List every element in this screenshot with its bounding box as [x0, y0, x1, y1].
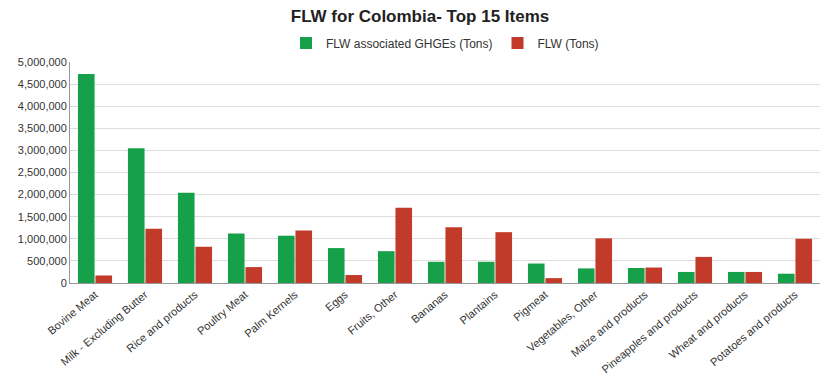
svg-text:4,000,000: 4,000,000 — [18, 100, 67, 112]
svg-text:Eggs: Eggs — [323, 288, 350, 314]
svg-text:2,500,000: 2,500,000 — [18, 166, 67, 178]
svg-text:Wheat and products: Wheat and products — [667, 288, 751, 361]
svg-text:Maize and products: Maize and products — [569, 288, 651, 359]
svg-text:5,000,000: 5,000,000 — [18, 56, 67, 68]
svg-text:FLW associated GHGEs (Tons): FLW associated GHGEs (Tons) — [326, 37, 493, 51]
svg-text:Poultry Meat: Poultry Meat — [195, 288, 250, 337]
svg-text:500,000: 500,000 — [27, 255, 67, 267]
svg-text:Plantains: Plantains — [457, 288, 500, 327]
svg-text:FLW (Tons): FLW (Tons) — [538, 37, 599, 51]
svg-text:Milk - Excluding Butter: Milk - Excluding Butter — [58, 288, 150, 368]
svg-text:Vegetables, Other: Vegetables, Other — [525, 288, 600, 354]
svg-text:Potatoes and products: Potatoes and products — [708, 288, 800, 368]
svg-text:Fruits, Other: Fruits, Other — [345, 288, 400, 337]
svg-text:Bovine Meat: Bovine Meat — [45, 288, 100, 337]
svg-text:4,500,000: 4,500,000 — [18, 78, 67, 90]
svg-text:Pigmeat: Pigmeat — [511, 288, 550, 323]
svg-text:Pineapples and products: Pineapples and products — [599, 288, 700, 375]
svg-text:1,500,000: 1,500,000 — [18, 211, 67, 223]
svg-text:0: 0 — [61, 277, 67, 289]
svg-text:Bananas: Bananas — [409, 288, 450, 325]
svg-text:Rice and products: Rice and products — [124, 288, 200, 355]
svg-text:2,000,000: 2,000,000 — [18, 188, 67, 200]
svg-text:Palm Kernels: Palm Kernels — [242, 288, 300, 340]
svg-text:3,000,000: 3,000,000 — [18, 144, 67, 156]
svg-text:FLW for Colombia- Top 15 Items: FLW for Colombia- Top 15 Items — [291, 7, 549, 26]
svg-text:1,000,000: 1,000,000 — [18, 233, 67, 245]
svg-text:3,500,000: 3,500,000 — [18, 122, 67, 134]
